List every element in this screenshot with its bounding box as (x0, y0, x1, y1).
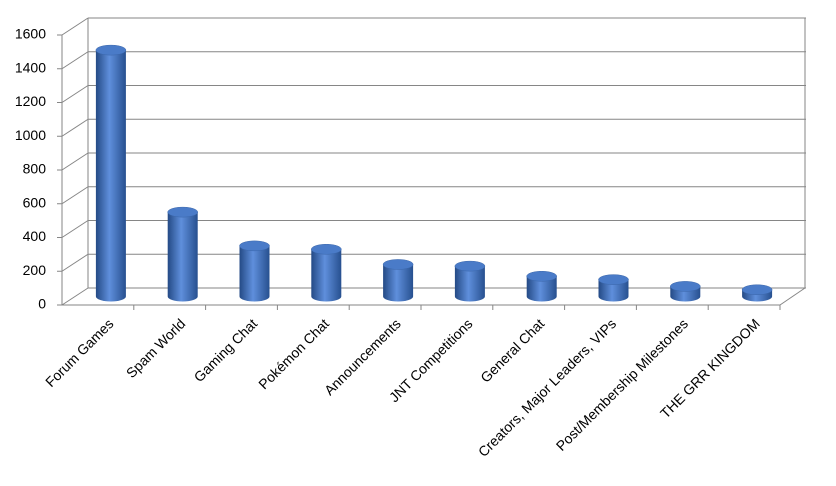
y-tick-label: 400 (23, 228, 47, 244)
y-tick-label: 1600 (15, 26, 46, 42)
bar-top (95, 44, 127, 56)
grid-line (61, 17, 89, 36)
bar-top (526, 271, 557, 282)
bar-top (382, 259, 414, 270)
y-tick-label: 1400 (15, 59, 46, 75)
y-tick-label: 1200 (15, 93, 46, 109)
x-tick-label: General Chat (477, 315, 547, 385)
x-tick-label: Forum Games (42, 315, 117, 390)
x-tick-label: Announcements (321, 315, 404, 398)
y-tick-label: 1000 (15, 127, 46, 143)
x-tick-label: Spam World (123, 315, 189, 381)
grid-line (61, 118, 89, 137)
bar-top (167, 206, 198, 218)
grid-line (61, 220, 89, 238)
bar-top (311, 244, 342, 255)
x-tick-label: Creators, Major Leaders, VIPs (475, 315, 619, 459)
x-tick-label: Pokémon Chat (255, 315, 332, 392)
y-tick-label: 800 (23, 161, 47, 177)
bar (239, 245, 270, 302)
grid-line (61, 51, 89, 70)
y-tick-label: 0 (38, 296, 46, 312)
y-tick-label: 200 (23, 262, 47, 278)
grid-line (61, 85, 89, 103)
bar (311, 249, 342, 302)
y-tick-label: 600 (23, 194, 47, 210)
x-tick-label: Post/Membership Milestones (553, 315, 691, 453)
bar (454, 266, 485, 302)
bar-top (670, 281, 701, 292)
bar-top (454, 260, 486, 272)
bar-top (598, 274, 629, 285)
grid-line (61, 152, 89, 171)
bar (167, 212, 198, 302)
bar-top (239, 240, 270, 252)
bar (526, 276, 557, 302)
grid-line (61, 186, 89, 205)
bar (383, 264, 414, 302)
bar (95, 50, 126, 302)
bar-top (741, 284, 773, 295)
x-tick-label: Gaming Chat (191, 315, 261, 385)
grid-line (61, 287, 89, 306)
grid-line (61, 253, 89, 272)
bar (598, 279, 629, 302)
